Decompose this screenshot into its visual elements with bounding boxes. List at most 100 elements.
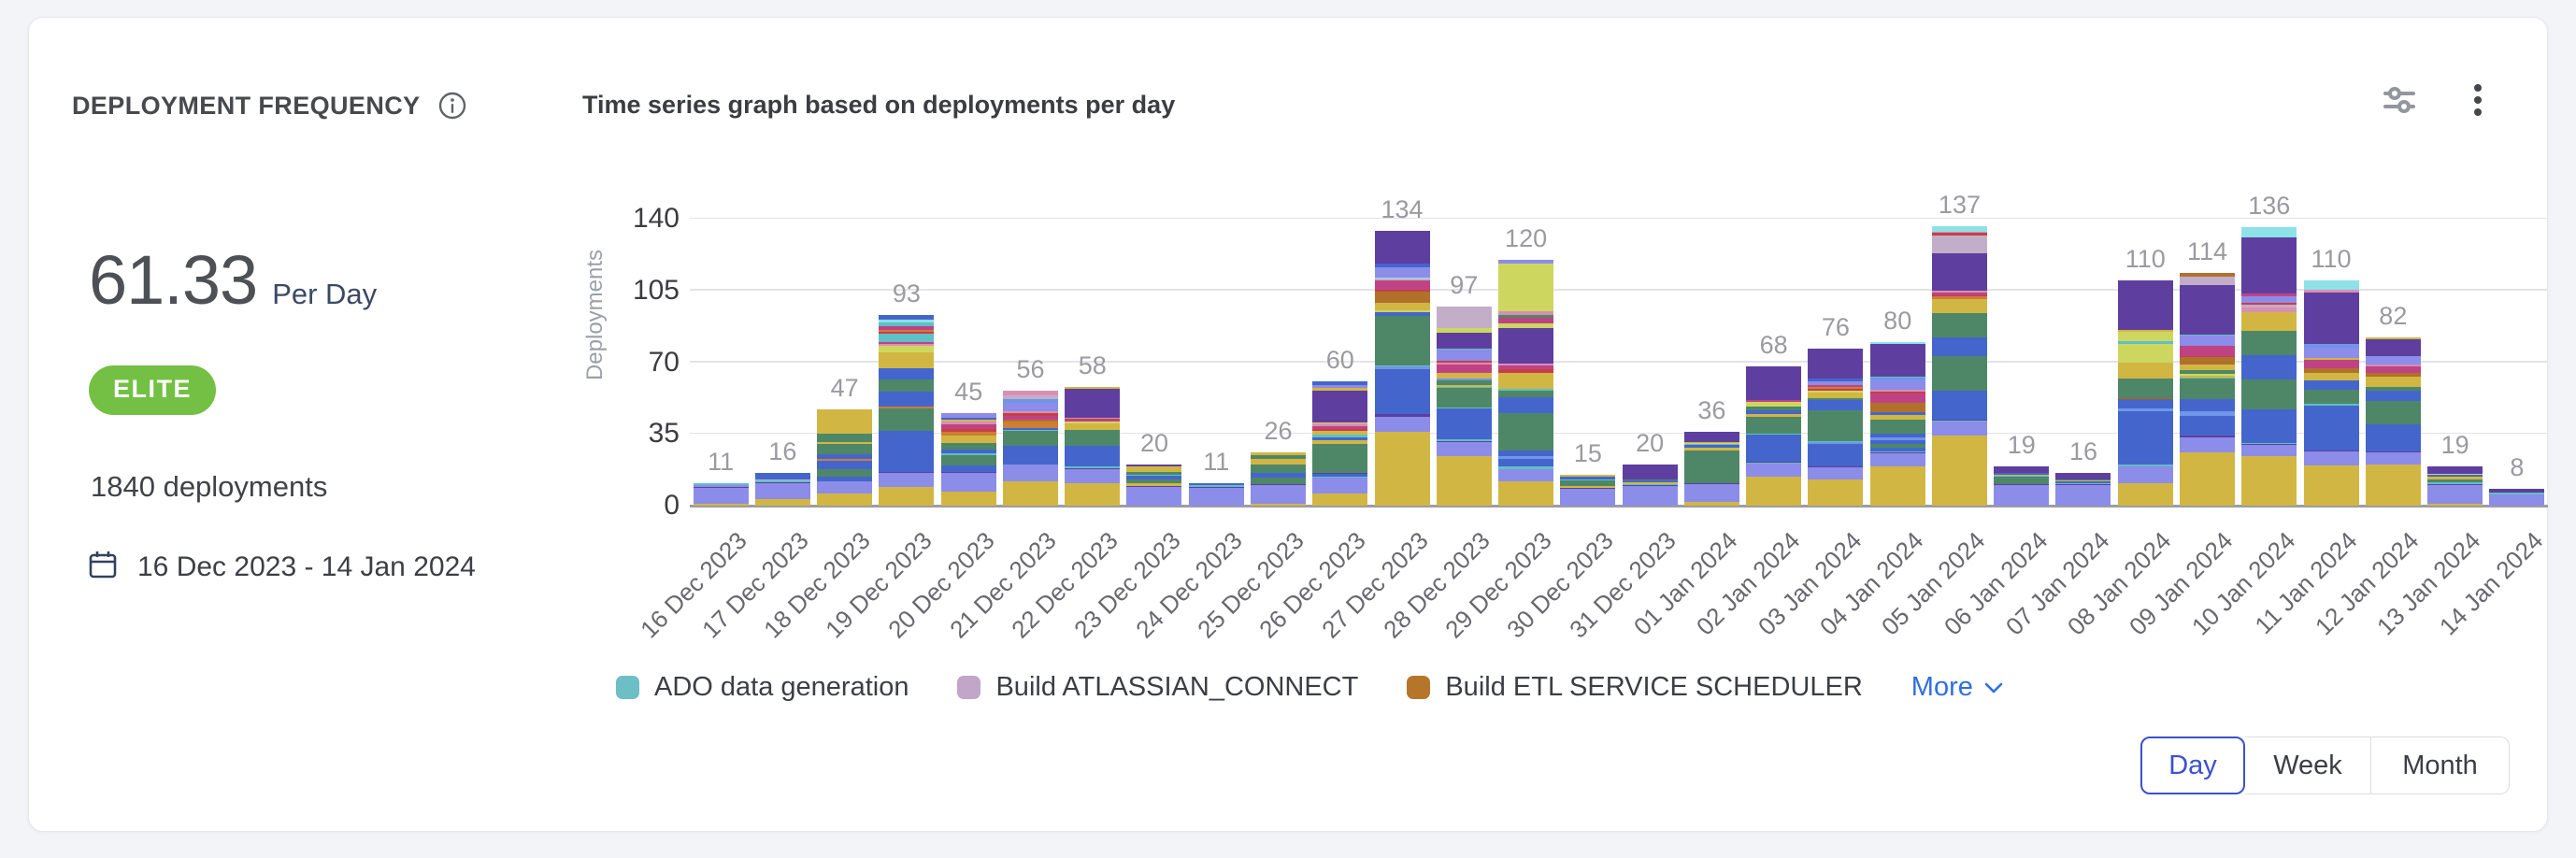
bar-segment [2180,285,2236,335]
bar-segment [1931,232,1987,234]
stacked-bar[interactable] [1931,225,1987,506]
bar-segment [1746,410,1802,415]
bar-value-label: 82 [2379,302,2408,331]
legend-item[interactable]: ADO data generation [616,672,909,703]
bar-segment [940,419,996,422]
legend-item[interactable]: Build ETL SERVICE SCHEDULER [1407,672,1863,703]
bar-segment [1436,387,1492,408]
stacked-bar[interactable] [1683,432,1739,506]
bar-segment [1002,422,1058,428]
bar-segment [2117,466,2173,483]
bar-segment [693,482,749,486]
granularity-month-button[interactable]: Month [2371,736,2510,794]
stacked-bar[interactable] [693,482,749,506]
bar-segment [693,488,749,504]
bar-segment [1994,472,2050,476]
bar-segment [1808,467,1864,479]
date-range-row[interactable]: 16 Dec 2023 - 14 Jan 2024 [87,549,476,585]
bar-segment [1065,467,1121,469]
stacked-bar[interactable] [1746,365,1802,506]
kebab-menu-icon[interactable] [2459,81,2497,119]
stacked-bar[interactable] [1251,452,1307,506]
stacked-bar[interactable] [2055,472,2111,506]
stacked-bar[interactable] [1002,391,1058,506]
bar-segment [1808,391,1864,393]
bar-segment [2180,415,2236,436]
bar-segment [1065,446,1121,467]
bar-segment [1188,488,1244,506]
calendar-icon [87,549,119,585]
stacked-bar[interactable] [1374,231,1430,506]
stacked-bar[interactable] [1498,260,1554,506]
stacked-bar[interactable] [940,413,996,506]
bar-segment [1065,429,1121,447]
stacked-bar[interactable] [2365,337,2421,506]
bar-segment [2303,358,2359,361]
bar-segment [1746,414,1802,417]
stacked-bar[interactable] [879,315,935,506]
stacked-bar[interactable] [2117,279,2173,506]
stacked-bar[interactable] [754,472,810,506]
stacked-bar[interactable] [2427,466,2483,506]
granularity-day-button[interactable]: Day [2140,736,2245,794]
stacked-bar[interactable] [1126,465,1182,506]
bar-segment [1312,391,1368,423]
bar-slot: 136 [2239,192,2300,506]
bar-segment [1002,431,1058,446]
bar-slot: 97 [1433,219,1495,506]
info-icon[interactable] [434,87,471,124]
bar-segment [1994,483,2050,486]
stacked-bar[interactable] [817,409,873,506]
stacked-bar[interactable] [2303,279,2359,506]
bar-segment [2117,331,2173,341]
stacked-bar[interactable] [2180,273,2236,506]
bar-segment [1374,266,1430,278]
bar-segment [2489,493,2545,506]
bar-segment [2180,273,2236,277]
stacked-bar[interactable] [1994,466,2050,506]
stacked-bar[interactable] [2489,489,2545,506]
stacked-bar[interactable] [1869,341,1925,506]
bar-slot: 110 [2300,219,2362,506]
bar-value-label: 76 [1821,313,1850,342]
legend-more-link[interactable]: More [1911,672,2005,703]
stacked-bar[interactable] [1312,381,1368,506]
bar-segment [2055,480,2111,483]
legend-item[interactable]: Build ATLASSIAN_CONNECT [957,672,1358,703]
bar-segment [1808,397,1864,401]
stacked-bar[interactable] [1065,386,1121,506]
stacked-bar[interactable] [1436,307,1492,506]
stacked-bar[interactable] [2241,226,2297,506]
bar-segment [2055,479,2111,480]
bar-value-label: 56 [1016,355,1045,384]
bar-segment [2303,368,2359,373]
stacked-bar[interactable] [1560,475,1616,506]
bar-slot: 76 [1805,219,1867,506]
bar-value-label: 80 [1883,306,1912,335]
bar-value-label: 36 [1697,396,1726,425]
granularity-week-button[interactable]: Week [2245,736,2371,794]
stacked-bar[interactable] [1622,465,1678,506]
bar-segment [1312,384,1368,389]
bar-segment [2055,485,2111,506]
gridline [690,432,2548,435]
bar-segment [1374,231,1430,265]
stacked-bar[interactable] [1808,349,1864,506]
bar-segment [1002,427,1058,430]
bar-segment [940,422,996,425]
bar-segment [940,428,996,433]
bar-segment [879,408,935,431]
bar-segment [2241,226,2297,237]
bar-segment [1931,295,1987,297]
filter-sliders-icon[interactable] [2381,81,2418,119]
bar-segment [817,434,873,443]
stacked-bar[interactable] [1188,482,1244,506]
y-tick-label: 105 [632,274,680,306]
bar-segment [1746,477,1802,506]
metric-value: 61.33 [89,241,258,319]
bar-segment [2241,293,2297,297]
bar-segment [940,413,996,418]
bar-segment [1931,296,1987,299]
bar-segment [1251,465,1307,473]
bar-segment [817,454,873,459]
